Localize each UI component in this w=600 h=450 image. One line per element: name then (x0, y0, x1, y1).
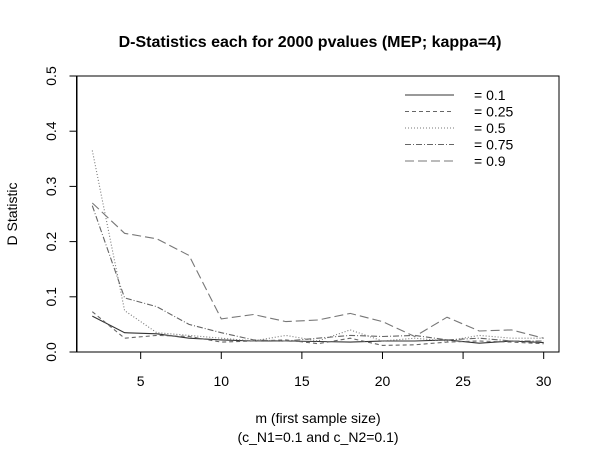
y-axis: 0.0 0.1 0.2 0.3 0.4 0.5 (43, 66, 77, 362)
x-tick-label: 20 (375, 373, 391, 389)
legend-label: = 0.5 (474, 120, 506, 136)
x-tick-label: 10 (213, 373, 229, 389)
chart-title: D-Statistics each for 2000 pvalues (MEP;… (119, 34, 502, 51)
series-line-2 (91, 311, 544, 346)
legend-label: = 0.25 (474, 104, 514, 120)
x-tick-label: 5 (137, 373, 145, 389)
x-axis-label: m (first sample size) (255, 410, 380, 426)
x-tick-label: 25 (455, 373, 471, 389)
series-lines (91, 150, 544, 346)
y-tick-label: 0.0 (43, 342, 59, 362)
series-line-1 (92, 315, 544, 344)
y-tick-label: 0.1 (43, 287, 59, 307)
series-line-5 (91, 202, 544, 339)
legend-label: = 0.75 (474, 137, 514, 153)
y-tick-label: 0.4 (43, 121, 59, 141)
y-tick-label: 0.5 (43, 66, 59, 86)
x-tick-label: 30 (536, 373, 552, 389)
y-tick-label: 0.2 (43, 232, 59, 252)
x-axis-sublabel: (c_N1=0.1 and c_N2=0.1) (237, 429, 398, 445)
y-axis-label: D Statistic (4, 182, 20, 245)
series-line-4 (91, 205, 544, 342)
legend: = 0.1= 0.25= 0.5= 0.75= 0.9 (405, 87, 514, 169)
legend-label: = 0.1 (474, 87, 506, 103)
legend-label: = 0.9 (474, 153, 506, 169)
x-axis: 5 10 15 20 25 30 (137, 351, 552, 389)
y-tick-label: 0.3 (43, 176, 59, 196)
series-line-3 (91, 150, 544, 342)
x-tick-label: 15 (294, 373, 310, 389)
